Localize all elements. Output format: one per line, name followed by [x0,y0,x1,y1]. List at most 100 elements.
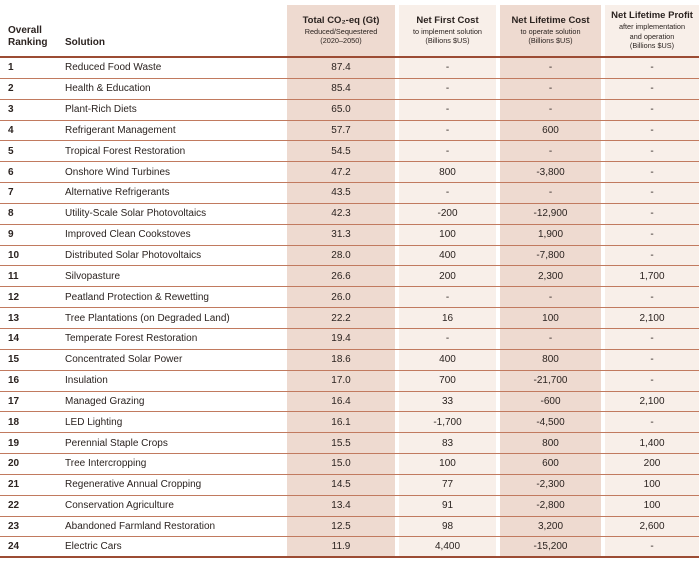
header-net-lifetime-profit-title: Net Lifetime Profit [611,10,693,22]
net-first-cost-cell: - [395,120,496,141]
solution-cell: Plant-Rich Diets [65,104,137,116]
net-lifetime-profit-cell: - [601,162,699,183]
rank-cell: 6 [8,166,14,178]
net-lifetime-cost-cell: - [496,141,601,162]
solution-cell: Conservation Agriculture [65,500,174,512]
net-first-cost-cell: - [395,328,496,349]
net-first-cost-cell: 100 [395,454,496,474]
net-lifetime-cost-cell: -3,800 [496,162,601,183]
net-first-cost-cell: - [395,287,496,308]
solution-cell: Utility-Scale Solar Photovoltaics [65,208,207,220]
co2-reduced-cell: 87.4 [287,58,395,78]
solution-cell: Improved Clean Cookstoves [65,229,191,241]
table-row: 17 Managed Grazing 16.4 33 -600 2,100 [0,391,699,413]
net-first-cost-cell: 400 [395,245,496,266]
rank-cell: 19 [8,437,20,449]
header-total-co2-sub1: Reduced/Sequestered [304,26,378,36]
solution-cell: Perennial Staple Crops [65,437,168,449]
net-lifetime-cost-cell: - [496,99,601,120]
rank-cell: 13 [8,312,20,324]
rank-cell: 8 [8,208,14,220]
co2-reduced-cell: 14.5 [287,474,395,495]
net-lifetime-cost-cell: - [496,78,601,99]
net-lifetime-cost-cell: - [496,183,601,203]
co2-reduced-cell: 26.0 [287,287,395,308]
net-lifetime-cost-cell: -7,800 [496,245,601,266]
rank-cell: 23 [8,520,20,532]
net-first-cost-cell: 33 [395,391,496,412]
net-lifetime-profit-cell: - [601,245,699,266]
solution-cell: Tree Plantations (on Degraded Land) [65,312,230,324]
rank-cell: 15 [8,354,20,366]
header-net-first-cost-sub2: (Billions $US) [425,36,470,46]
rank-cell: 2 [8,83,14,95]
net-first-cost-cell: - [395,58,496,78]
solution-cell: Refrigerant Management [65,124,176,136]
net-lifetime-profit-cell: 2,100 [601,308,699,328]
net-lifetime-profit-cell: - [601,224,699,245]
co2-reduced-cell: 42.3 [287,203,395,224]
table-row: 20 Tree Intercropping 15.0 100 600 200 [0,454,699,475]
co2-reduced-cell: 11.9 [287,537,395,557]
net-lifetime-cost-cell: 600 [496,120,601,141]
net-first-cost-cell: 83 [395,433,496,454]
table-row: 23 Abandoned Farmland Restoration 12.5 9… [0,516,699,538]
net-lifetime-cost-cell: -12,900 [496,203,601,224]
net-lifetime-cost-cell: -21,700 [496,370,601,391]
net-first-cost-cell: 98 [395,516,496,537]
table-row: 3 Plant-Rich Diets 65.0 - - - [0,99,699,121]
header-overall-ranking: Overall Ranking [0,0,60,56]
table-row: 1 Reduced Food Waste 87.4 - - - [0,58,699,79]
header-net-lifetime-profit-sub2: and operation [629,31,675,41]
solution-cell: Health & Education [65,83,151,95]
table-row: 9 Improved Clean Cookstoves 31.3 100 1,9… [0,224,699,246]
table-row: 24 Electric Cars 11.9 4,400 -15,200 - [0,537,699,559]
rank-cell: 10 [8,250,20,262]
net-lifetime-cost-cell: 800 [496,349,601,370]
table-header: Overall Ranking Solution Total CO₂-eq (G… [0,0,699,58]
net-first-cost-cell: - [395,78,496,99]
net-lifetime-cost-cell: 600 [496,454,601,474]
net-lifetime-cost-cell: 800 [496,433,601,454]
header-net-first-cost-title: Net First Cost [416,15,479,27]
header-net-lifetime-profit-sub3: (Billions $US) [629,41,675,51]
net-first-cost-cell: -1,700 [395,412,496,433]
net-lifetime-cost-cell: -2,300 [496,474,601,495]
table-row: 22 Conservation Agriculture 13.4 91 -2,8… [0,495,699,517]
table-row: 2 Health & Education 85.4 - - - [0,78,699,100]
solution-cell: Concentrated Solar Power [65,354,183,366]
rank-cell: 18 [8,416,20,428]
net-lifetime-profit-cell: - [601,78,699,99]
table-row: 15 Concentrated Solar Power 18.6 400 800… [0,349,699,371]
net-first-cost-cell: - [395,183,496,203]
co2-reduced-cell: 43.5 [287,183,395,203]
rank-cell: 3 [8,104,14,116]
table-row: 12 Peatland Protection & Rewetting 26.0 … [0,287,699,309]
net-lifetime-profit-cell: 2,600 [601,516,699,537]
co2-reduced-cell: 31.3 [287,224,395,245]
net-lifetime-profit-cell: - [601,287,699,308]
header-total-co2: Total CO₂-eq (Gt) Reduced/Sequestered (2… [287,5,395,56]
table-row: 18 LED Lighting 16.1 -1,700 -4,500 - [0,412,699,434]
solution-cell: Temperate Forest Restoration [65,333,198,345]
header-net-lifetime-profit-sub1: after implementation [618,22,686,32]
net-first-cost-cell: -200 [395,203,496,224]
table-row: 6 Onshore Wind Turbines 47.2 800 -3,800 … [0,162,699,184]
co2-reduced-cell: 22.2 [287,308,395,328]
solution-cell: Silvopasture [65,270,121,282]
net-lifetime-profit-cell: - [601,412,699,433]
solution-cell: LED Lighting [65,416,123,428]
table-row: 11 Silvopasture 26.6 200 2,300 1,700 [0,266,699,288]
co2-reduced-cell: 18.6 [287,349,395,370]
co2-reduced-cell: 16.4 [287,391,395,412]
solution-cell: Tropical Forest Restoration [65,145,186,157]
solution-cell: Distributed Solar Photovoltaics [65,250,202,262]
net-first-cost-cell: 800 [395,162,496,183]
net-lifetime-profit-cell: 200 [601,454,699,474]
net-lifetime-profit-cell: - [601,537,699,557]
solution-cell: Alternative Refrigerants [65,187,170,199]
co2-reduced-cell: 17.0 [287,370,395,391]
header-total-co2-title: Total CO₂-eq (Gt) [302,15,380,27]
net-lifetime-profit-cell: - [601,141,699,162]
net-first-cost-cell: 100 [395,224,496,245]
